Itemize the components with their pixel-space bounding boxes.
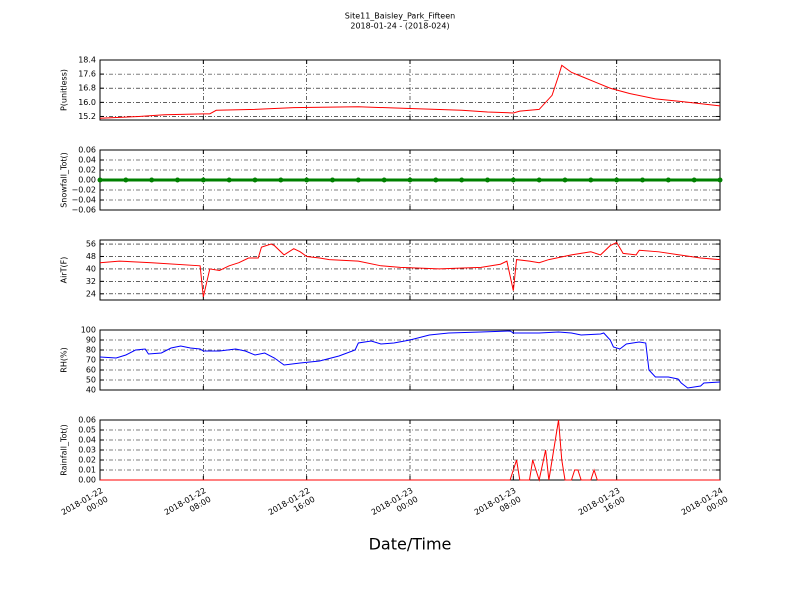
- y-tick-label: 40: [86, 386, 96, 395]
- y-tick-label: 0.04: [78, 436, 96, 445]
- y-tick-label: 0.06: [78, 146, 96, 155]
- x-axis-label: Date/Time: [369, 535, 452, 554]
- y-tick-label: 0.02: [78, 166, 96, 175]
- data-line: [99, 64, 721, 119]
- y-tick-label: 48: [86, 252, 96, 261]
- y-tick-label: 50: [86, 376, 96, 385]
- y-axis-label: Rainfall_Tot(): [60, 424, 69, 476]
- y-tick-label: 40: [86, 264, 96, 273]
- y-axis-label: Snowfall_Tot(): [60, 152, 69, 208]
- y-tick-label: −0.02: [71, 186, 96, 195]
- y-tick-label: 90: [86, 336, 96, 345]
- y-tick-label: 0.04: [78, 156, 96, 165]
- y-tick-label: 0.05: [78, 426, 96, 435]
- y-tick-label: 80: [86, 346, 96, 355]
- y-tick-label: 100: [81, 326, 96, 335]
- y-tick-label: −0.04: [71, 196, 96, 205]
- y-tick-label: 16.0: [78, 98, 96, 107]
- y-tick-label: 0.00: [78, 476, 96, 485]
- y-tick-label: 15.2: [78, 112, 96, 121]
- y-tick-label: 32: [86, 277, 96, 286]
- y-axis-label: AirT(F): [60, 257, 69, 284]
- y-tick-label: 18.4: [78, 56, 96, 65]
- y-tick-label: 70: [86, 356, 96, 365]
- y-tick-label: 0.02: [78, 456, 96, 465]
- y-tick-label: 0.01: [78, 466, 96, 475]
- y-tick-label: 0.00: [78, 176, 96, 185]
- data-point: [717, 177, 723, 183]
- chart-title: Site11_Baisley_Park_Fifteen: [345, 12, 455, 21]
- y-tick-label: −0.06: [71, 206, 96, 215]
- y-tick-label: 17.6: [78, 70, 96, 79]
- y-tick-label: 0.03: [78, 446, 96, 455]
- y-axis-label: RH(%): [60, 347, 69, 372]
- chart-subtitle: 2018-01-24 - (2018-024): [350, 22, 449, 31]
- data-line: [100, 419, 720, 482]
- data-line: [99, 330, 721, 389]
- y-tick-label: 0.06: [78, 416, 96, 425]
- y-tick-label: 16.8: [78, 84, 96, 93]
- data-line: [99, 241, 721, 298]
- y-axis-label: P(unitless): [60, 69, 69, 111]
- y-tick-label: 60: [86, 366, 96, 375]
- y-tick-label: 56: [86, 240, 96, 249]
- y-tick-label: 24: [86, 289, 96, 298]
